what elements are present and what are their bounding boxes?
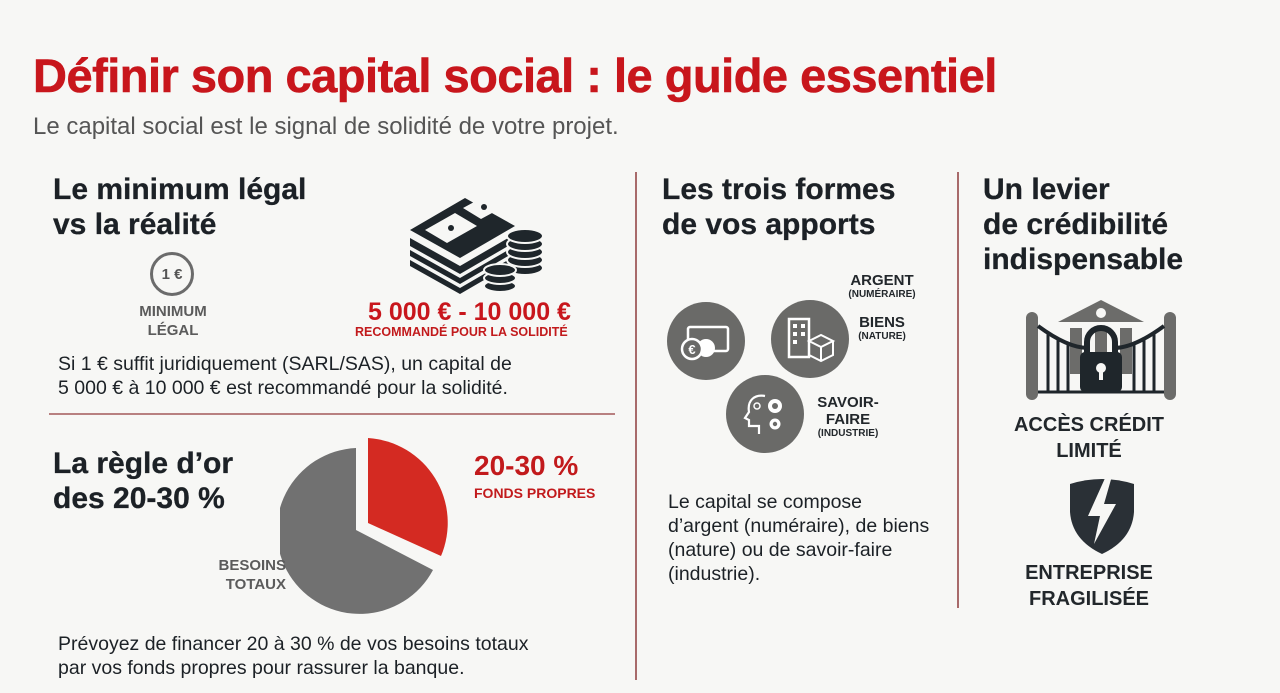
money-stack-icon <box>410 195 544 294</box>
shield-lightning-icon <box>1070 476 1134 554</box>
coin-label: 1 € <box>161 265 183 283</box>
form-biens-label: BIENS (NATURE) <box>858 314 906 342</box>
fonds-propres-value: 20-30 % <box>474 450 579 481</box>
access-credit-label: ACCÈS CRÉDIT LIMITÉ <box>1013 414 1164 462</box>
rule-body: Prévoyez de financer 20 à 30 % de vos be… <box>58 633 529 679</box>
column-divider-1 <box>635 172 637 680</box>
form-argent-label: ARGENT (NUMÉRAIRE) <box>848 272 916 300</box>
recommended-range: 5 000 € - 10 000 € <box>368 298 571 326</box>
section-divider <box>49 413 615 415</box>
locked-bank-gate-icon <box>1026 300 1176 400</box>
section-forms-heading: Les trois formes de vos apports <box>662 173 896 241</box>
cash-euro-icon: € <box>667 302 745 380</box>
form-savoir-faire-label: SAVOIR- FAIRE (INDUSTRIE) <box>817 394 879 439</box>
minimum-legal-label: MINIMUM LÉGAL <box>139 303 207 339</box>
euro-coin-icon: 1 € <box>150 252 194 296</box>
pie-chart <box>280 438 448 614</box>
section-rule-heading: La règle d’or des 20-30 % <box>53 447 234 515</box>
minimum-body: Si 1 € suffit juridiquement (SARL/SAS), … <box>58 353 512 399</box>
besoins-totaux-label: BESOINS TOTAUX <box>218 557 286 593</box>
section-credibility-heading: Un levier de crédibilité indispensable <box>983 173 1184 276</box>
entreprise-fragilisee-label: ENTREPRISE FRAGILISÉE <box>1025 562 1153 610</box>
pie-slice-fonds-propres <box>368 438 448 556</box>
page-title: Définir son capital social : le guide es… <box>33 49 998 103</box>
pie-slice-besoins <box>280 448 433 614</box>
building-box-icon <box>771 300 849 378</box>
forms-body: Le capital se compose d’argent (numérair… <box>668 491 930 585</box>
head-gears-icon <box>726 375 804 453</box>
fonds-propres-caption: FONDS PROPRES <box>474 485 596 501</box>
section-minimum-heading: Le minimum légal vs la réalité <box>53 173 307 241</box>
page-subtitle: Le capital social est le signal de solid… <box>33 113 619 140</box>
column-divider-2 <box>957 172 959 608</box>
svg-text:€: € <box>688 342 695 357</box>
recommended-caption: RECOMMANDÉ POUR LA SOLIDITÉ <box>355 325 568 339</box>
